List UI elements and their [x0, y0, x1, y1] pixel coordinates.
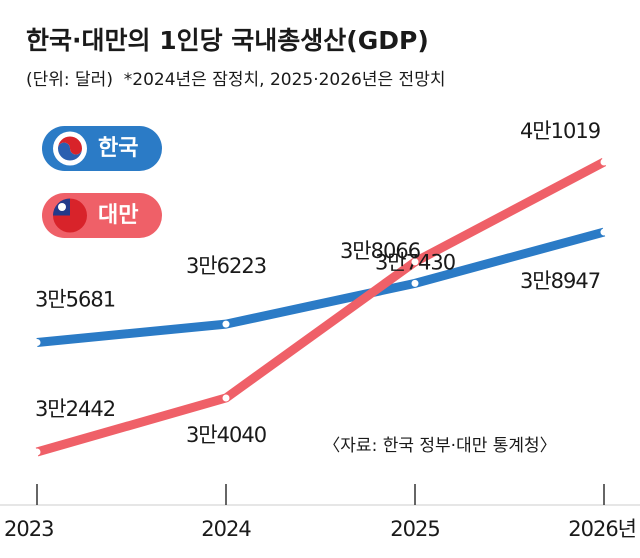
- legend-label: 대만: [98, 203, 138, 228]
- x-tick-label: 2025: [390, 517, 439, 541]
- data-point: [33, 448, 41, 456]
- data-point: [33, 338, 41, 346]
- flag-symbol: [58, 136, 82, 155]
- value-label: 4만1019: [520, 119, 600, 143]
- value-label: 3만5681: [35, 287, 115, 311]
- x-tick-label: 2023: [4, 517, 53, 541]
- data-point: [222, 394, 230, 402]
- x-tick-label: 2024: [201, 517, 251, 541]
- value-label: 3만8947: [520, 269, 600, 293]
- legend-label: 한국: [98, 136, 138, 161]
- chart-subtitle: (단위: 달러) *2024년은 잠정치, 2025·2026년은 전망치: [26, 70, 445, 90]
- series-line: [35, 158, 607, 457]
- chart-title: 한국·대만의 1인당 국내총생산(GDP): [26, 26, 429, 55]
- value-label: 3만6223: [186, 254, 266, 278]
- series-line: [36, 227, 606, 347]
- data-point: [222, 320, 230, 328]
- data-point: [600, 158, 608, 166]
- legend: 한국 대만: [42, 126, 162, 238]
- value-label: 3만8066: [340, 239, 421, 263]
- data-point: [411, 258, 419, 266]
- source: 〈자료: 한국 정부·대만 통계청〉: [323, 436, 556, 456]
- x-tick-label: 2026년: [568, 517, 636, 541]
- data-point: [600, 228, 608, 236]
- data-point: [411, 279, 419, 287]
- value-label: 3만2442: [35, 397, 115, 421]
- value-label: 3만4040: [186, 423, 266, 447]
- flag-symbol: [58, 142, 82, 161]
- flag-symbol: [58, 203, 66, 211]
